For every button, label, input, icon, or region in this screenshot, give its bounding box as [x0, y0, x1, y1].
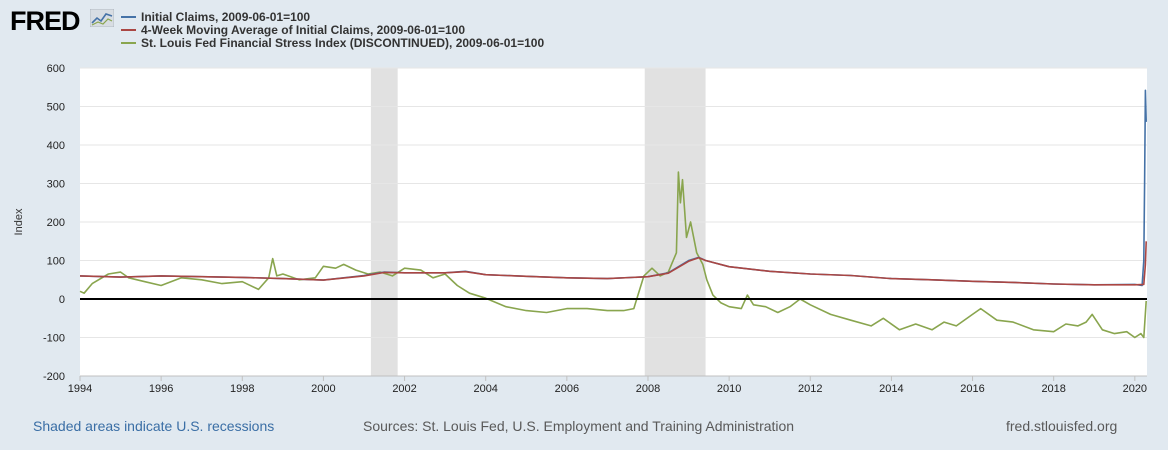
- x-tick-label: 2000: [311, 383, 335, 395]
- y-tick-label: -200: [43, 371, 65, 383]
- y-tick-label: 300: [47, 179, 65, 191]
- x-tick-label: 1996: [149, 383, 173, 395]
- y-tick-label: 600: [47, 63, 65, 75]
- fred-chart-icon: [90, 9, 114, 27]
- x-tick-label: 2004: [473, 383, 497, 395]
- x-tick-label: 2020: [1123, 383, 1147, 395]
- legend-item-2[interactable]: St. Louis Fed Financial Stress Index (DI…: [121, 35, 545, 50]
- y-tick-label: 400: [47, 140, 65, 152]
- y-tick-label: 500: [47, 102, 65, 114]
- x-tick-label: 2010: [717, 383, 741, 395]
- legend-label: 4-Week Moving Average of Initial Claims,…: [141, 22, 466, 37]
- x-tick-label: 2008: [636, 383, 660, 395]
- legend-swatch: [121, 28, 136, 31]
- fred-logo[interactable]: FRED: [10, 6, 80, 36]
- x-tick-label: 1994: [68, 383, 92, 395]
- series-line-1: [79, 241, 1147, 286]
- legend-item-1[interactable]: 4-Week Moving Average of Initial Claims,…: [121, 22, 544, 37]
- recessions-note[interactable]: Shaded areas indicate U.S. recessions: [33, 418, 275, 434]
- series-line-2: [79, 171, 1147, 339]
- x-tick-label: 2014: [879, 383, 903, 395]
- y-tick-label: 100: [47, 256, 65, 268]
- x-tick-label: 2012: [798, 383, 822, 395]
- y-tick-label: 0: [59, 294, 65, 306]
- legend-label: St. Louis Fed Financial Stress Index (DI…: [141, 35, 545, 50]
- legend-swatch: [121, 41, 136, 44]
- x-tick-label: 1998: [230, 383, 254, 395]
- sources-note: Sources: St. Louis Fed, U.S. Employment …: [363, 418, 795, 434]
- x-tick-label: 2002: [392, 383, 416, 395]
- site-link[interactable]: fred.stlouisfed.org: [1006, 418, 1118, 434]
- legend-label: Initial Claims, 2009-06-01=100: [141, 9, 311, 24]
- legend-item-0[interactable]: Initial Claims, 2009-06-01=100: [121, 9, 544, 24]
- y-axis-label: Index: [13, 208, 25, 235]
- x-tick-label: 2016: [960, 383, 984, 395]
- y-axis-ticks: -200 -100 0 100 200 300 400 500 600: [43, 63, 65, 383]
- chart-legend: Initial Claims, 2009-06-01=100 4-Week Mov…: [121, 9, 545, 50]
- y-tick-label: 200: [47, 217, 65, 229]
- series-lines: [79, 89, 1147, 339]
- y-tick-label: -100: [43, 333, 65, 345]
- x-tick-label: 2006: [555, 383, 579, 395]
- legend-swatch: [121, 15, 136, 18]
- x-tick-label: 2018: [1041, 383, 1065, 395]
- x-axis-ticks: 1994 1996 1998 2000 2002 2004 2006 2008 2010 2012…: [68, 375, 1147, 395]
